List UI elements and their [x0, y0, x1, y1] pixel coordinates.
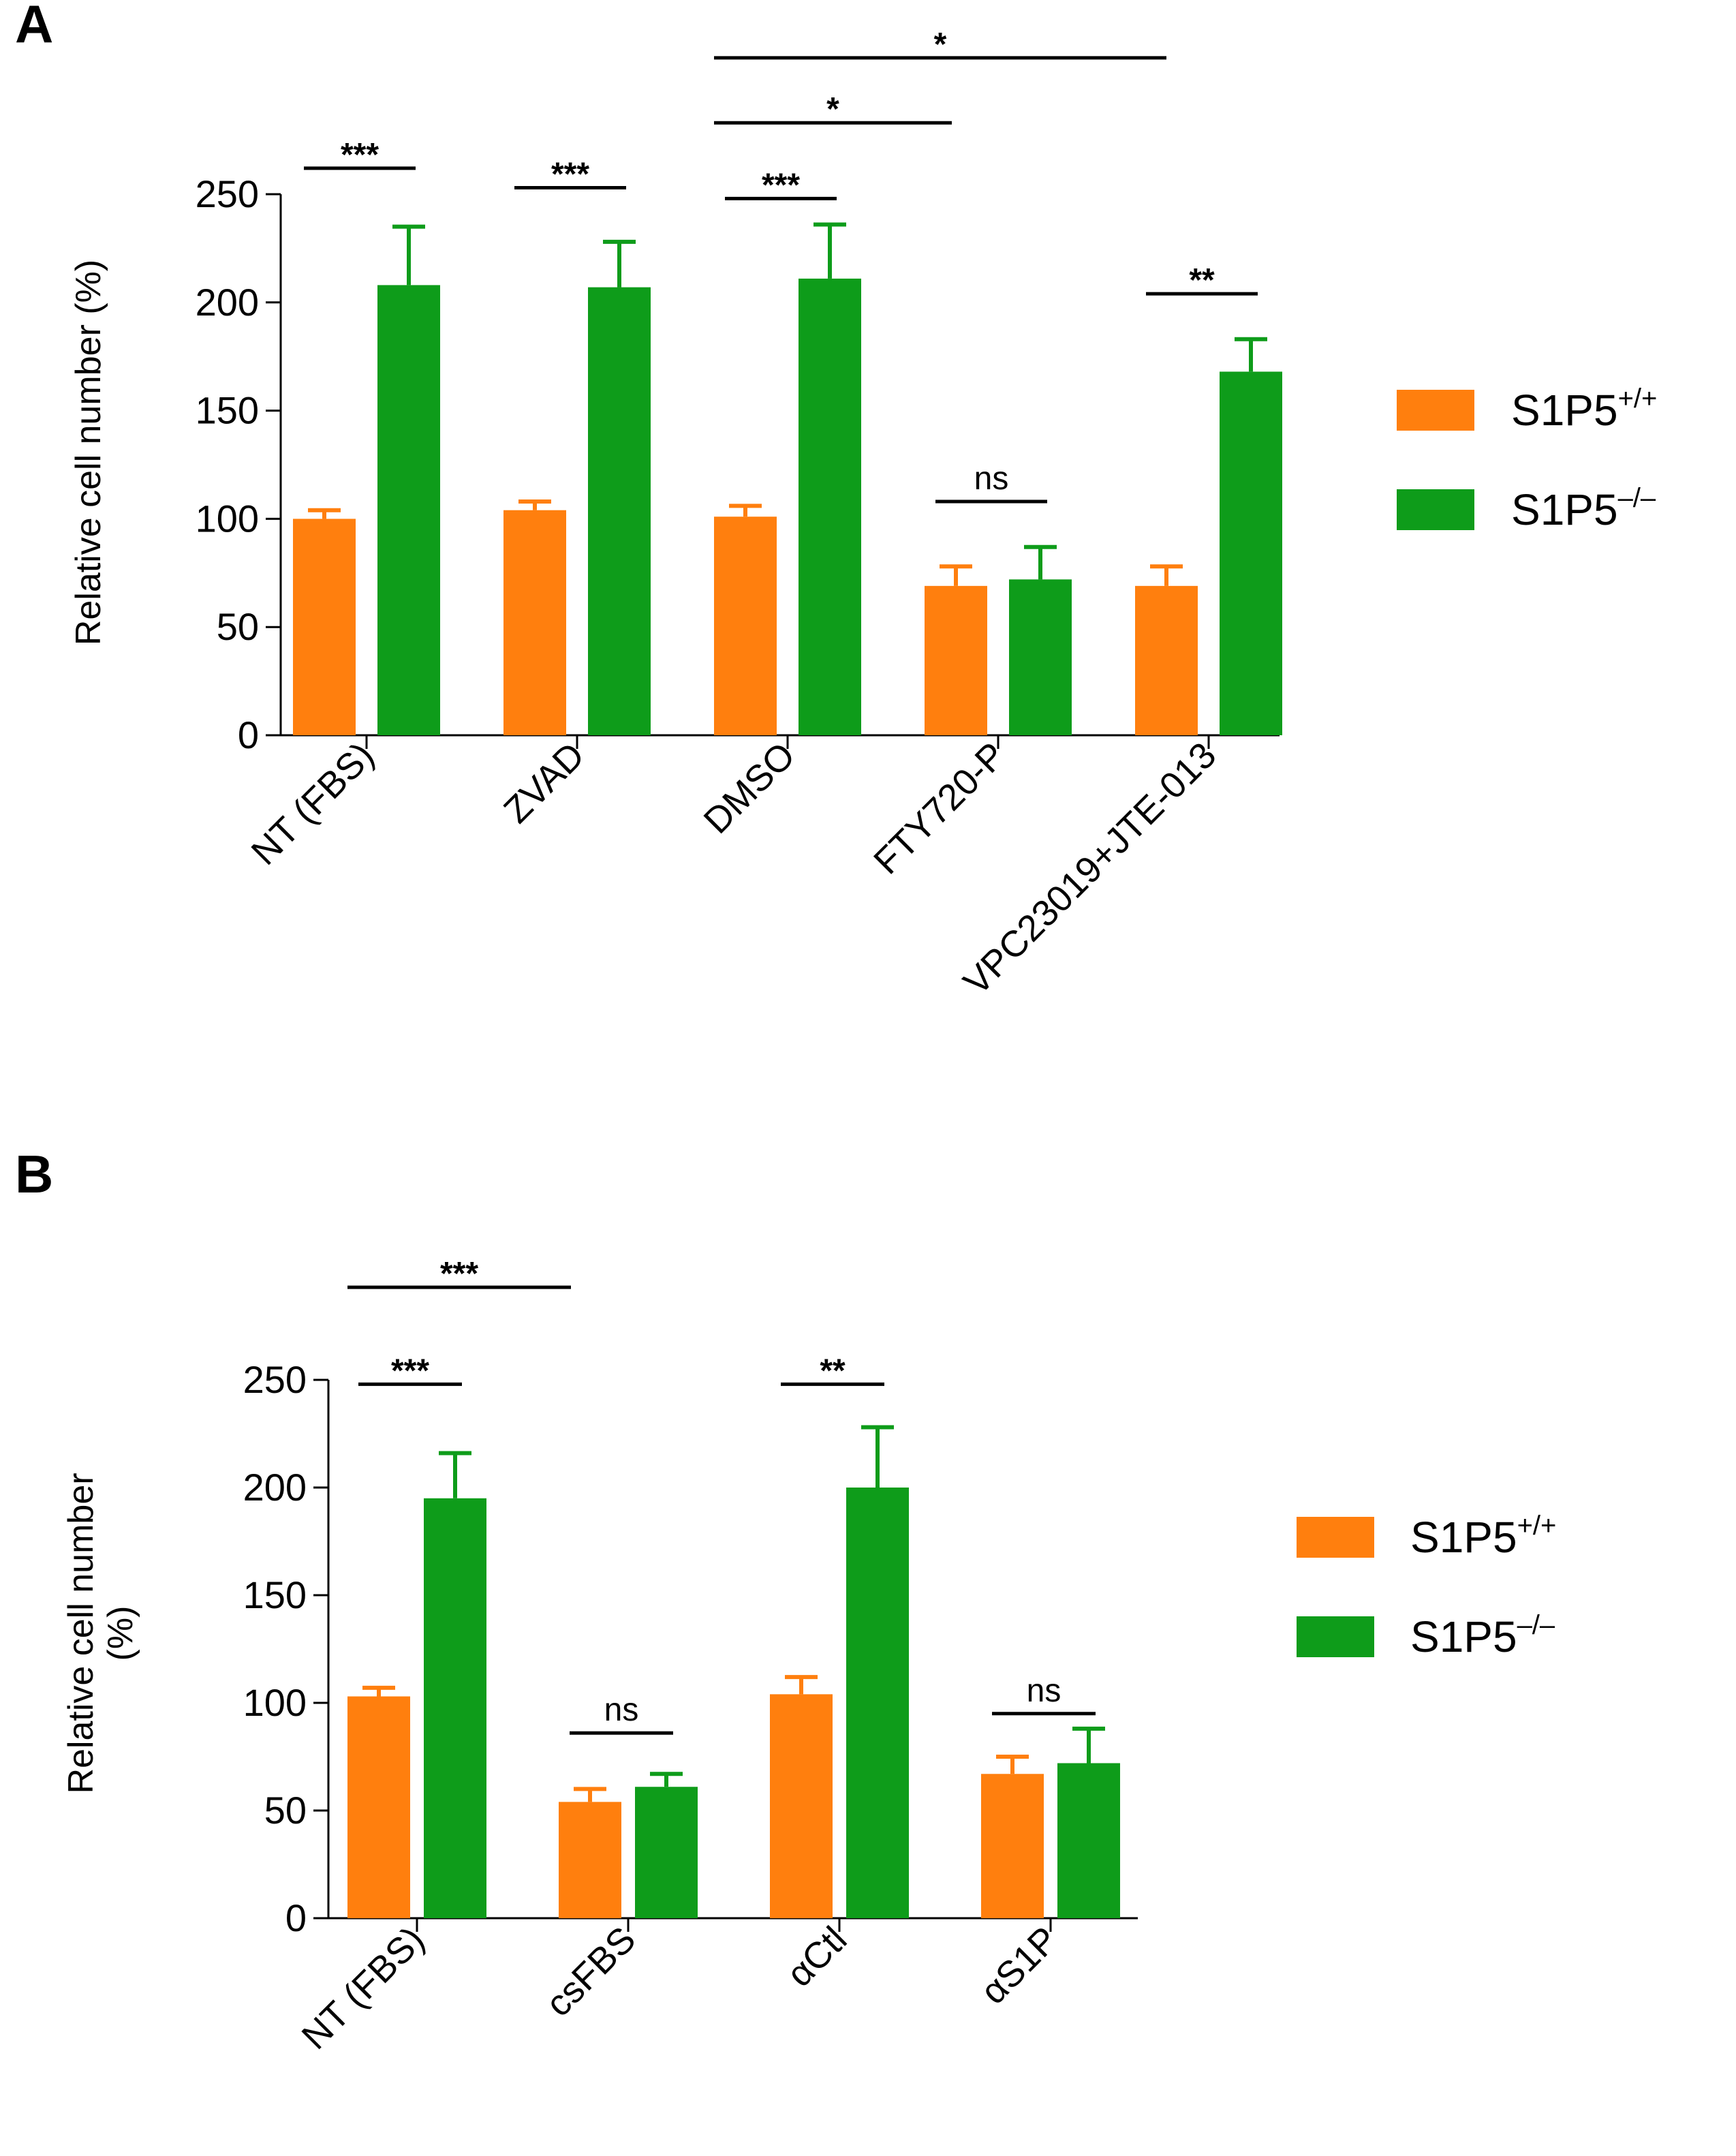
legend-label-s1p5-wt: S1P5+/+	[1410, 1511, 1556, 1562]
y-axis-title: Relative cell number (%)	[69, 260, 108, 645]
bar-s1p5-ko	[799, 278, 861, 735]
significance-label: *	[934, 27, 947, 63]
panel-letter: A	[15, 0, 53, 54]
bar-s1p5-ko	[424, 1498, 486, 1918]
bar-s1p5-wt	[925, 585, 987, 735]
bar-s1p5-wt	[981, 1774, 1044, 1918]
significance-label: ns	[974, 461, 1009, 497]
bar-s1p5-ko	[1009, 579, 1072, 735]
significance-label: ***	[551, 156, 589, 192]
bar-s1p5-wt	[347, 1696, 410, 1918]
y-tick-label: 150	[243, 1573, 307, 1616]
y-tick-label: 250	[243, 1358, 307, 1401]
legend-swatch-s1p5-ko	[1397, 489, 1474, 530]
significance-label: ns	[1027, 1673, 1061, 1709]
y-tick-label: 250	[196, 172, 259, 215]
y-tick-label: 100	[196, 497, 259, 540]
bar-s1p5-wt	[1135, 585, 1198, 735]
legend-label-base: S1P5	[1410, 1612, 1517, 1661]
legend-label-superscript: –/–	[1618, 483, 1656, 513]
bar-s1p5-wt	[559, 1802, 621, 1918]
bar-s1p5-wt	[714, 517, 777, 735]
legend-label-base: S1P5	[1511, 485, 1618, 534]
legend-label-superscript: –/–	[1517, 1610, 1555, 1640]
significance-label: **	[820, 1353, 846, 1389]
bar-s1p5-wt	[770, 1694, 833, 1918]
bar-s1p5-wt	[503, 510, 566, 735]
legend-label-s1p5-ko: S1P5–/–	[1410, 1610, 1555, 1661]
bar-s1p5-wt	[293, 519, 356, 735]
bar-s1p5-ko	[377, 285, 440, 736]
legend-label-base: S1P5	[1511, 386, 1618, 435]
bar-s1p5-ko	[588, 287, 651, 735]
y-tick-label: 200	[196, 281, 259, 324]
legend-swatch-s1p5-ko	[1297, 1616, 1374, 1657]
y-axis-title: (%)	[101, 1606, 140, 1661]
y-tick-label: 50	[264, 1789, 307, 1832]
significance-label: ***	[341, 137, 379, 173]
panel-letter: B	[15, 1144, 53, 1204]
legend-label-s1p5-wt: S1P5+/+	[1511, 384, 1657, 435]
significance-label: ns	[604, 1692, 639, 1728]
significance-label: ***	[440, 1256, 478, 1292]
bar-s1p5-ko	[846, 1488, 909, 1918]
legend-swatch-s1p5-wt	[1397, 390, 1474, 431]
y-tick-label: 200	[243, 1466, 307, 1509]
y-tick-label: 100	[243, 1681, 307, 1724]
bar-s1p5-ko	[1220, 371, 1282, 735]
y-tick-label: 0	[285, 1896, 307, 1939]
y-tick-label: 50	[217, 605, 259, 648]
y-axis-title: Relative cell number	[61, 1473, 101, 1793]
legend-label-base: S1P5	[1410, 1513, 1517, 1562]
significance-label: ***	[762, 167, 800, 203]
significance-label: **	[1189, 262, 1215, 298]
bar-s1p5-ko	[1057, 1763, 1120, 1918]
significance-label: ***	[391, 1353, 429, 1389]
legend-label-s1p5-ko: S1P5–/–	[1511, 483, 1656, 534]
y-tick-label: 0	[238, 713, 259, 756]
significance-label: *	[826, 91, 839, 127]
bar-s1p5-ko	[635, 1787, 698, 1918]
y-tick-label: 150	[196, 389, 259, 432]
legend-swatch-s1p5-wt	[1297, 1517, 1374, 1558]
legend-label-superscript: +/+	[1618, 384, 1658, 414]
legend-label-superscript: +/+	[1517, 1511, 1557, 1541]
